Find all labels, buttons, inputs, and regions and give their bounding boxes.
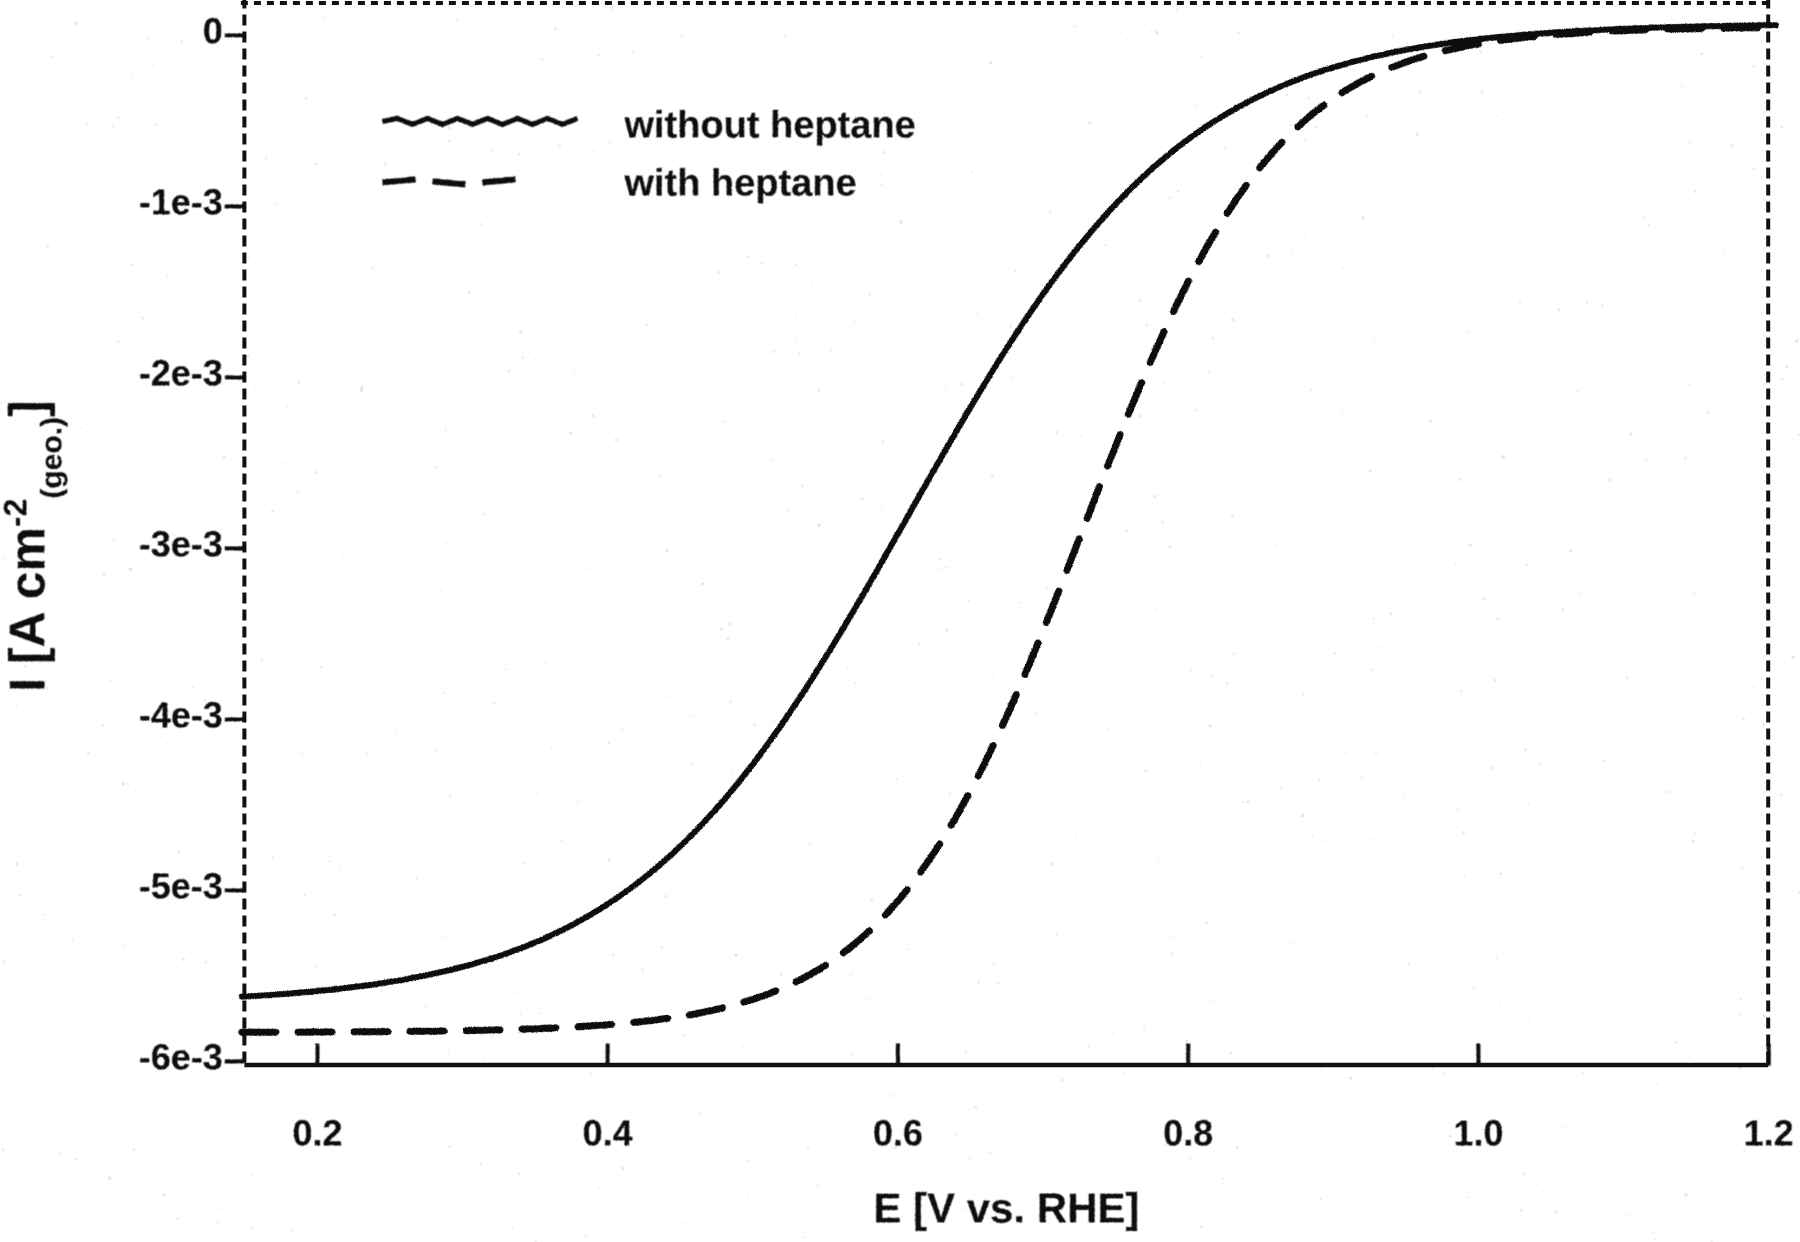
svg-text:with heptane: with heptane (623, 162, 856, 204)
svg-text:0.8: 0.8 (1163, 1112, 1213, 1153)
svg-text:1.0: 1.0 (1453, 1112, 1503, 1153)
svg-text:-3e-3: -3e-3 (138, 523, 222, 564)
svg-text:-4e-3: -4e-3 (138, 694, 222, 735)
svg-text:0.4: 0.4 (582, 1112, 632, 1153)
svg-text:-5e-3: -5e-3 (138, 865, 222, 906)
svg-text:without heptane: without heptane (623, 104, 915, 146)
svg-text:-1e-3: -1e-3 (138, 181, 222, 222)
svg-text:0.6: 0.6 (872, 1112, 922, 1153)
svg-text:0.2: 0.2 (292, 1112, 342, 1153)
svg-text:-6e-3: -6e-3 (138, 1036, 222, 1077)
svg-text:0: 0 (202, 10, 222, 51)
svg-text:E [V vs. RHE]: E [V vs. RHE] (873, 1184, 1139, 1231)
svg-text:1.2: 1.2 (1743, 1112, 1793, 1153)
svg-text:-2e-3: -2e-3 (138, 352, 222, 393)
